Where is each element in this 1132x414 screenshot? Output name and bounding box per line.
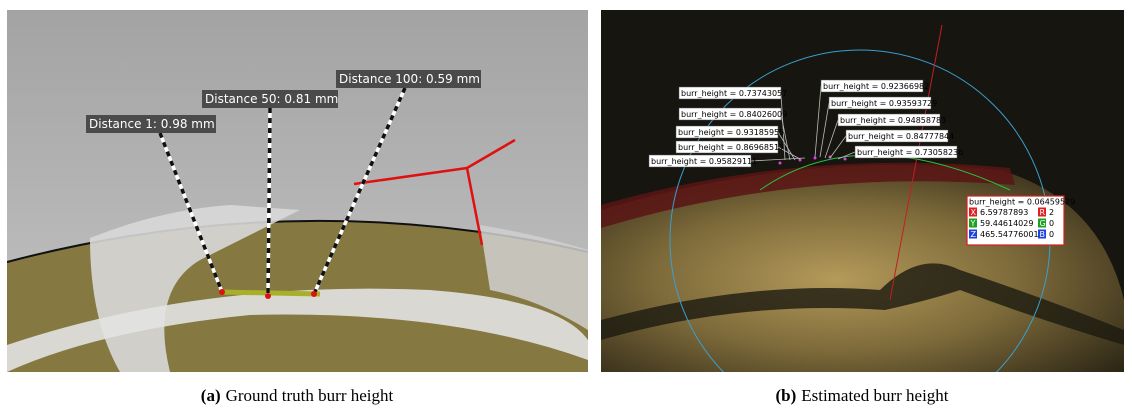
annotation: burr_height = 0.73058236 <box>857 148 963 157</box>
axis-name: Z <box>971 230 977 239</box>
coordinate: 59.44614029 <box>980 219 1033 228</box>
panel-a-image <box>7 10 588 372</box>
annotation: Distance 1: 0.98 mm <box>89 117 215 131</box>
channel-name: G <box>1040 219 1046 228</box>
annotation: burr_height = 0.92366982 <box>823 82 929 91</box>
annotation: burr_height = 0.93593729 <box>831 99 937 108</box>
axis-name: Y <box>970 219 976 228</box>
caption-text: Estimated burr height <box>801 386 949 405</box>
channel-name: R <box>1040 208 1046 217</box>
annotation: Distance 100: 0.59 mm <box>339 72 480 86</box>
annotation: burr_height = 0.86968517 <box>678 143 784 152</box>
annotation: burr_height = 0.93185955 <box>678 128 784 137</box>
annotation: burr_height = 0.73743057 <box>681 89 787 98</box>
annotation: burr_height = 0.95829111 <box>651 157 757 166</box>
info-title: burr_height = 0.06459529 <box>969 198 1075 207</box>
channel-name: B <box>1040 230 1046 239</box>
channel-value: 0 <box>1049 230 1054 239</box>
axis-name: X <box>971 208 977 217</box>
coordinate: 6.59787893 <box>980 208 1028 217</box>
caption-text: Ground truth burr height <box>226 386 394 405</box>
channel-value: 2 <box>1049 208 1054 217</box>
figure: Distance 1: 0.98 mm Distance 50: 0.81 mmD… <box>0 0 1132 414</box>
caption-label: (b) <box>775 386 796 405</box>
annotation: Distance 50: 0.81 mm <box>205 92 338 106</box>
annotation: burr_height = 0.84777844 <box>848 132 954 141</box>
caption: (b) Estimated burr height <box>775 386 948 405</box>
coordinate: 465.54776001 <box>980 230 1039 239</box>
caption: (a) Ground truth burr height <box>201 386 394 405</box>
channel-value: 0 <box>1049 219 1054 228</box>
annotation: burr_height = 0.94858783 <box>840 116 946 125</box>
annotation: burr_height = 0.84026009 <box>681 110 787 119</box>
caption-label: (a) <box>201 386 221 405</box>
